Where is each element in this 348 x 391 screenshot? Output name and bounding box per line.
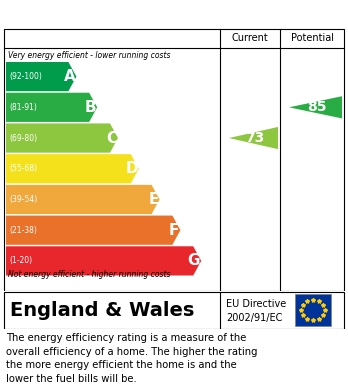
Text: G: G [188,253,200,268]
Text: A: A [64,69,76,84]
Polygon shape [6,215,180,245]
Polygon shape [6,246,201,276]
Text: 85: 85 [307,100,327,114]
Text: E: E [148,192,159,207]
Text: 73: 73 [245,131,264,145]
Text: 2002/91/EC: 2002/91/EC [226,312,282,323]
Polygon shape [6,93,97,122]
Text: EU Directive: EU Directive [226,299,286,309]
Polygon shape [6,154,139,183]
Text: (92-100): (92-100) [9,72,42,81]
Text: Potential: Potential [291,33,333,43]
Text: Energy Efficiency Rating: Energy Efficiency Rating [8,7,218,22]
Text: (1-20): (1-20) [9,256,32,265]
Text: Not energy efficient - higher running costs: Not energy efficient - higher running co… [8,270,171,279]
Polygon shape [6,185,160,214]
Text: England & Wales: England & Wales [10,301,195,319]
Text: Current: Current [232,33,268,43]
Text: (69-80): (69-80) [9,134,37,143]
Polygon shape [229,127,278,149]
Text: Very energy efficient - lower running costs: Very energy efficient - lower running co… [8,51,171,60]
Text: D: D [125,161,138,176]
Text: C: C [106,131,117,145]
Text: (39-54): (39-54) [9,195,37,204]
Polygon shape [6,124,118,152]
Text: (21-38): (21-38) [9,226,37,235]
Text: (55-68): (55-68) [9,164,37,173]
Polygon shape [289,96,342,118]
Text: F: F [169,223,180,238]
Bar [295,294,331,326]
Polygon shape [6,62,77,91]
Text: B: B [85,100,96,115]
Text: (81-91): (81-91) [9,103,37,112]
Text: The energy efficiency rating is a measure of the
overall efficiency of a home. T: The energy efficiency rating is a measur… [6,333,258,384]
